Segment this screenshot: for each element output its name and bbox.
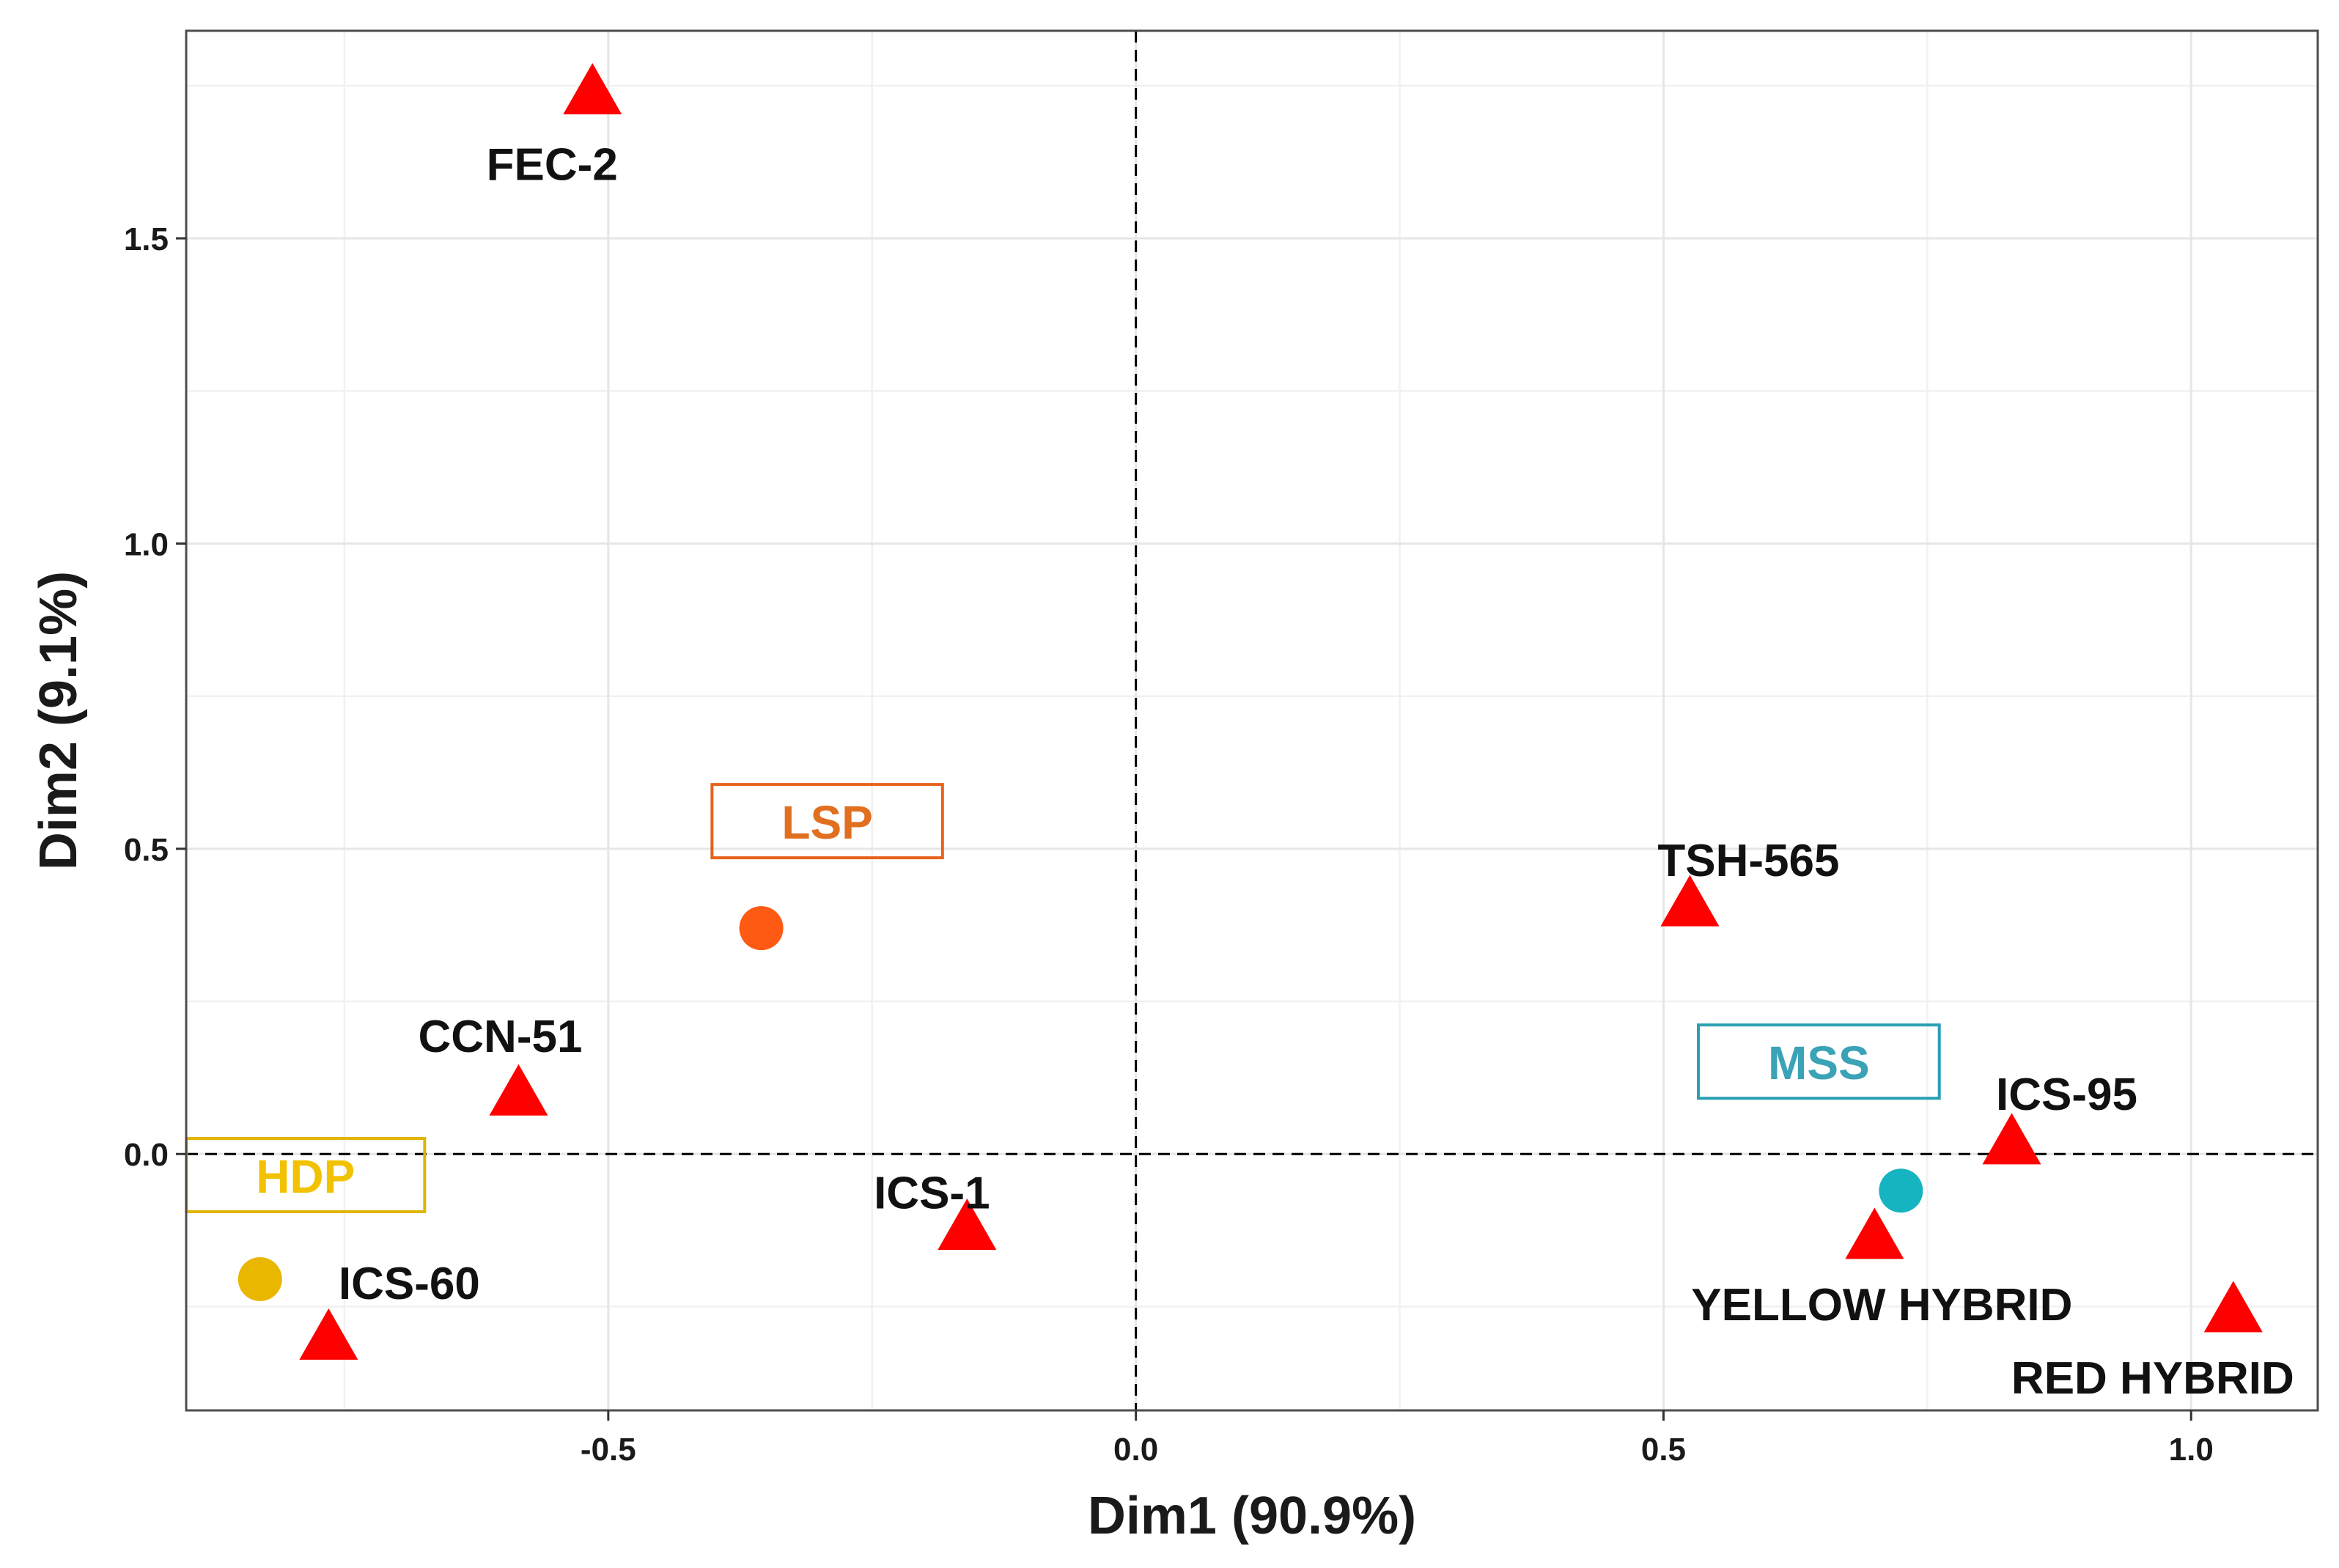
y-axis-title: Dim2 (9.1%) (29, 571, 88, 870)
x-tick-label: -0.5 (581, 1432, 636, 1468)
point-marker (2203, 1281, 2263, 1333)
group-centroid-hdp (237, 1256, 282, 1301)
group-centroid-lsp (739, 906, 784, 951)
y-tick-label: 0.0 (124, 1137, 169, 1173)
point-label: ICS-60 (339, 1259, 480, 1309)
point-marker (1982, 1113, 2041, 1165)
point-label: ICS-1 (874, 1168, 990, 1218)
x-tick-label: 0.5 (1641, 1432, 1686, 1468)
y-tick-label: 1.0 (124, 527, 169, 563)
data-points: FEC-2 TSH-565 CCN-51 ICS-95 ICS-1 YELLOW HYBR… (299, 63, 2294, 1404)
plot-panel-border (185, 29, 2319, 1412)
point-marker (938, 1198, 997, 1250)
point-label: TSH-565 (1657, 836, 1839, 886)
axis-ticks: -0.5 0.0 0.5 1.0 0.0 0.5 1.0 1.5 (124, 221, 2214, 1468)
x-axis-title: Dim1 (90.9%) (1088, 1487, 1416, 1545)
group-centroid-mss (1879, 1168, 1923, 1213)
group-label-box-mss (1697, 1023, 1941, 1100)
y-tick-label: 1.5 (124, 221, 169, 257)
point-marker (489, 1064, 548, 1116)
grid-lines (186, 31, 2318, 1410)
point-marker (1845, 1207, 1904, 1259)
point-label: CCN-51 (419, 1012, 583, 1062)
point-label: RED HYBRID (2011, 1353, 2294, 1404)
group-centroids: LSP MSS HDP (185, 783, 1941, 1301)
point-marker (1660, 875, 1720, 927)
group-label-box-lsp (710, 783, 944, 860)
point-marker (299, 1308, 358, 1360)
point-marker (563, 63, 622, 115)
x-tick-label: 1.0 (2169, 1432, 2214, 1468)
point-label: YELLOW HYBRID (1691, 1280, 2072, 1330)
y-tick-label: 0.5 (124, 832, 169, 868)
x-tick-label: 0.0 (1113, 1432, 1158, 1468)
plot-panel (186, 31, 2318, 1410)
group-label-mss: MSS (1768, 1037, 1870, 1089)
point-label: FEC-2 (487, 139, 618, 190)
group-label-hdp: HDP (256, 1150, 355, 1203)
point-label: ICS-95 (1996, 1070, 2137, 1120)
group-label-lsp: LSP (781, 796, 872, 849)
reference-lines (186, 31, 2318, 1410)
